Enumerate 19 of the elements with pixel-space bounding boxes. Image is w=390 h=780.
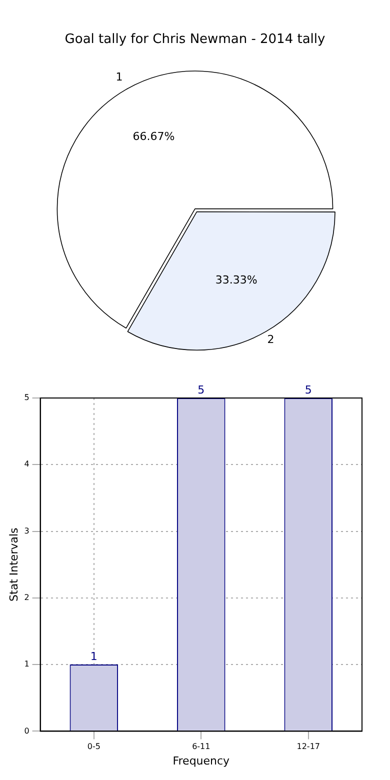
data-label: 1 (90, 650, 98, 663)
chart-title: Goal tally for Chris Newman - 2014 tally (64, 32, 326, 48)
y-tick-label: 1 (24, 660, 30, 669)
y-tick-label: 2 (24, 593, 30, 602)
x-tick-label: 6-11 (192, 742, 210, 752)
slice-label: 2 (267, 332, 274, 346)
x-axis-title: Frequency (172, 754, 230, 768)
data-label: 33.33% (215, 273, 258, 286)
data-label: 5 (304, 383, 312, 396)
x-tick-label: 0-5 (87, 742, 100, 752)
y-tick-label: 0 (24, 726, 30, 736)
data-label: 5 (198, 383, 205, 396)
y-axis-title: Stat Intervals (7, 527, 20, 602)
y-tick-label: 3 (24, 526, 30, 536)
slice-label: 1 (116, 70, 123, 84)
y-tick-label: 5 (24, 393, 30, 402)
x-tick-label: 12-17 (296, 742, 320, 752)
y-tick-label: 4 (24, 460, 30, 469)
data-label: 66.67% (132, 130, 175, 144)
